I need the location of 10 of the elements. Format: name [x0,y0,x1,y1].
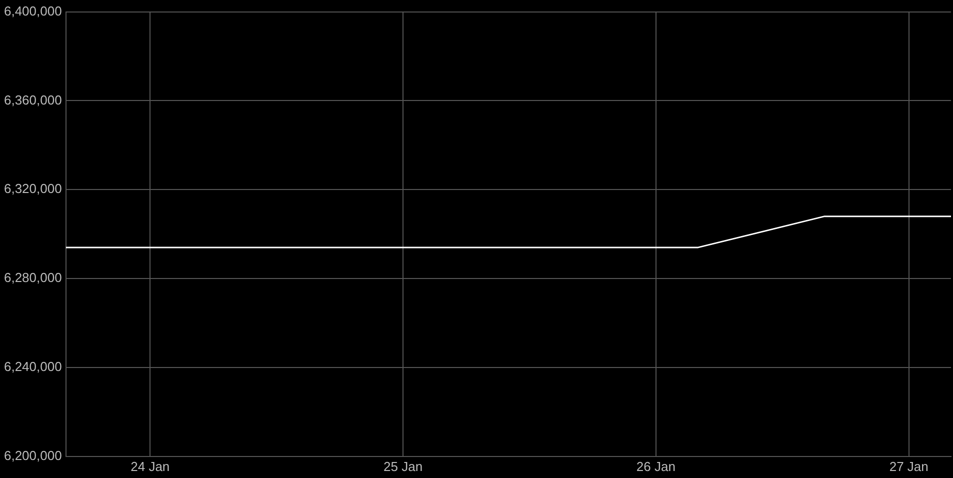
y-tick-label: 6,400,000 [4,3,62,18]
x-tick-label: 27 Jan [889,458,928,474]
y-tick-label: 6,200,000 [4,448,62,463]
y-tick-label: 6,360,000 [4,92,62,108]
y-tick-label: 6,280,000 [4,270,62,286]
y-tick-label: 6,240,000 [4,359,62,374]
y-tick-label: 6,320,000 [4,181,62,196]
x-tick-label: 25 Jan [384,458,423,474]
x-tick-label: 26 Jan [636,458,676,474]
x-tick-label: 24 Jan [130,458,170,474]
